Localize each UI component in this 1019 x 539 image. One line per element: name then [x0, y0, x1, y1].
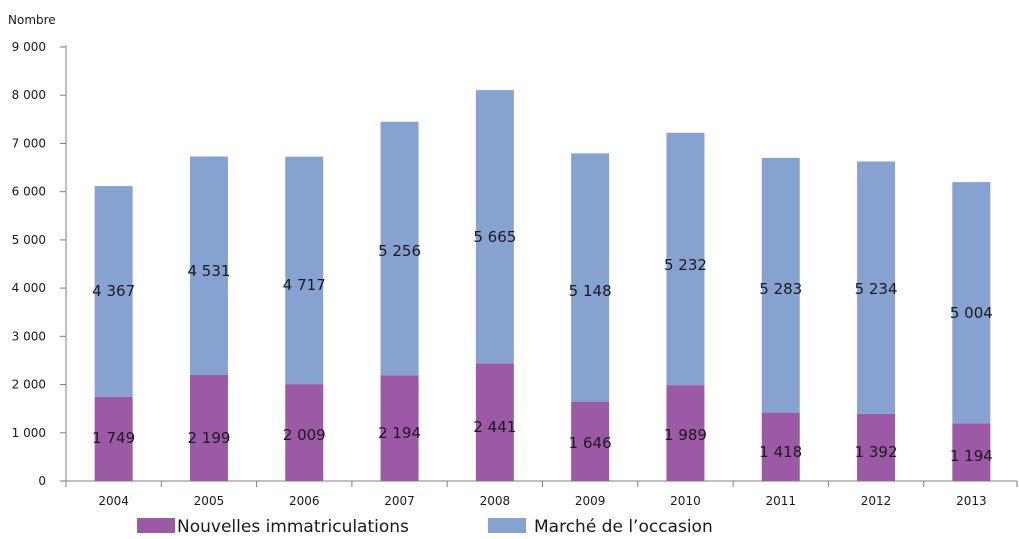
bar-marche-occasion-2009: [571, 153, 610, 402]
y-tick-label: 5 000: [12, 233, 46, 247]
x-tick-label: 2007: [384, 494, 415, 508]
data-label-occasion-2012: 5 234: [855, 280, 898, 298]
y-tick-label: 9 000: [12, 40, 46, 54]
bar-marche-occasion-2008: [475, 90, 514, 364]
legend-label: Marché de l’occasion: [534, 517, 713, 537]
x-tick-label: 2012: [861, 494, 892, 508]
data-label-occasion-2011: 5 283: [759, 280, 802, 298]
legend-label: Nouvelles immatriculations: [177, 517, 409, 537]
data-label-nouvelles-2007: 2 194: [378, 424, 421, 442]
x-tick-label: 2006: [289, 494, 320, 508]
x-tick-label: 2008: [480, 494, 511, 508]
data-label-occasion-2007: 5 256: [378, 242, 421, 260]
legend-swatch: [488, 518, 526, 533]
bar-marche-occasion-2007: [380, 121, 419, 376]
legend-swatch: [137, 518, 175, 533]
y-tick-label: 7 000: [12, 136, 46, 150]
data-label-occasion-2004: 4 367: [92, 282, 135, 300]
bar-marche-occasion-2004: [94, 186, 133, 397]
data-label-occasion-2006: 4 717: [283, 276, 326, 294]
x-tick-label: 2009: [575, 494, 606, 508]
x-axis: 2004 2005 2006 2007 2008 2009 2010 2011 2012 2013: [65, 480, 1018, 508]
data-label-occasion-2005: 4 531: [187, 262, 230, 280]
bar-marche-occasion-2010: [666, 132, 705, 386]
data-labels: 1 749 4 367 2 199 4 531 2 009 4 717 2 194 5 256…: [92, 228, 993, 465]
bar-nouvelles-immatriculations-2008: [475, 363, 514, 481]
y-tick-label: 8 000: [12, 88, 46, 102]
bar-marche-occasion-2005: [189, 156, 228, 375]
bar-marche-occasion-2013: [952, 182, 991, 424]
data-label-nouvelles-2006: 2 009: [283, 426, 326, 444]
data-label-nouvelles-2005: 2 199: [187, 429, 230, 447]
data-label-nouvelles-2011: 1 418: [759, 443, 802, 461]
bar-nouvelles-immatriculations-2010: [666, 385, 705, 481]
data-label-nouvelles-2008: 2 441: [473, 418, 516, 436]
data-label-nouvelles-2009: 1 646: [569, 434, 612, 452]
data-label-occasion-2009: 5 148: [569, 282, 612, 300]
bar-nouvelles-immatriculations-2005: [189, 374, 228, 481]
y-tick-label: 1 000: [12, 426, 46, 440]
bar-marche-occasion-2006: [285, 156, 324, 385]
bar-nouvelles-immatriculations-2011: [761, 412, 800, 481]
data-label-nouvelles-2010: 1 989: [664, 426, 707, 444]
y-tick-label: 0: [38, 474, 46, 488]
data-label-nouvelles-2012: 1 392: [855, 443, 898, 461]
bar-nouvelles-immatriculations-2006: [285, 384, 324, 481]
bar-nouvelles-immatriculations-2007: [380, 375, 419, 481]
bar-nouvelles-immatriculations-2009: [571, 401, 610, 481]
data-label-nouvelles-2004: 1 749: [92, 429, 135, 447]
bars: [94, 90, 991, 481]
x-tick-label: 2005: [194, 494, 225, 508]
bar-nouvelles-immatriculations-2012: [857, 413, 896, 481]
y-tick-label: 2 000: [12, 378, 46, 392]
bar-nouvelles-immatriculations-2004: [94, 396, 133, 481]
x-tick-label: 2010: [670, 494, 701, 508]
y-axis-unit-label: Nombre: [8, 13, 56, 27]
y-tick-label: 3 000: [12, 329, 46, 343]
data-label-occasion-2010: 5 232: [664, 256, 707, 274]
data-label-occasion-2013: 5 004: [950, 304, 993, 322]
data-label-occasion-2008: 5 665: [473, 228, 516, 246]
y-tick-label: 6 000: [12, 185, 46, 199]
x-tick-label: 2013: [956, 494, 987, 508]
y-tick-label: 4 000: [12, 281, 46, 295]
bar-nouvelles-immatriculations-2013: [952, 423, 991, 481]
x-tick-label: 2004: [98, 494, 129, 508]
bar-marche-occasion-2011: [761, 157, 800, 413]
x-tick-label: 2011: [765, 494, 796, 508]
data-label-nouvelles-2013: 1 194: [950, 447, 993, 465]
legend: Nouvelles immatriculations Marché de l’oc…: [137, 517, 713, 537]
y-axis: 0 1 000 2 000 3 000 4 000 5 000 6 000 7 000 8 00…: [12, 40, 67, 488]
bar-marche-occasion-2012: [857, 161, 896, 414]
